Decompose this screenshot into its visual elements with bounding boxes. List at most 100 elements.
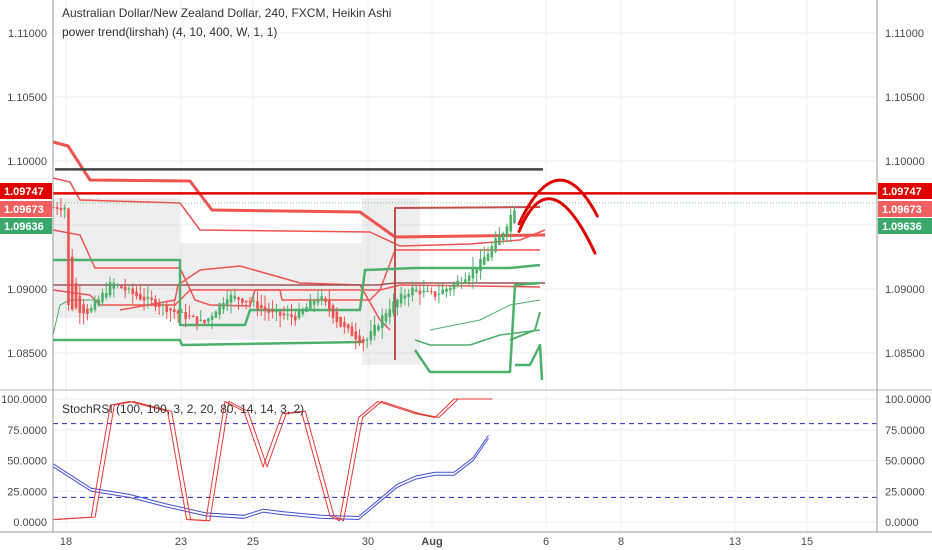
stoch-d-line	[52, 398, 489, 522]
candle-body	[433, 291, 437, 297]
candle-body	[407, 293, 410, 298]
time-tick: 6	[543, 536, 549, 548]
time-tick: Aug	[421, 536, 442, 548]
osc-tick-left: 100.0000	[1, 394, 47, 406]
price-axis[interactable]: 1.11000 1.11000 1.10500 1.10500 1.10000 1.100…	[0, 28, 932, 360]
time-axis[interactable]: 18 23 25 30 Aug 6 8 13 15	[60, 536, 813, 548]
osc-tick-left: 75.0000	[7, 425, 47, 437]
price-badge-bg	[0, 218, 52, 234]
candle-body	[350, 326, 354, 337]
candle-body	[505, 226, 509, 237]
candle-body	[316, 298, 320, 303]
trend-line-11	[429, 299, 541, 331]
stoch-d-line-2	[56, 398, 493, 522]
trend-line-14	[52, 299, 100, 336]
candle-body	[275, 311, 278, 313]
candle-body	[452, 283, 456, 290]
candle-body	[233, 295, 237, 299]
trend-line-0	[52, 140, 546, 239]
time-tick: 15	[801, 536, 813, 548]
price-badge-left: 1.09636	[4, 221, 44, 233]
candle-body	[154, 298, 157, 308]
candle-body	[282, 313, 286, 316]
price-badge-right: 1.09747	[882, 186, 922, 198]
candle-body	[271, 310, 274, 313]
candle-body	[241, 298, 244, 303]
osc-tick-right: 0.0000	[885, 517, 919, 529]
indicator-legend[interactable]: power trend(lirshah) (4, 10, 400, W, 1, …	[62, 25, 277, 39]
candle-body	[112, 282, 116, 289]
candle-body	[509, 214, 513, 232]
time-tick: 13	[729, 536, 741, 548]
trend-line-6	[53, 282, 545, 286]
candle-body	[176, 310, 180, 314]
candle-body	[358, 335, 361, 343]
candle-body	[256, 301, 259, 309]
candle-body	[131, 288, 135, 295]
candle-body	[490, 245, 494, 258]
candle-body	[399, 293, 403, 304]
time-tick: 8	[618, 536, 624, 548]
candle-body	[335, 311, 339, 323]
osc-tick-right: 100.0000	[885, 394, 931, 406]
trend-line-7	[53, 258, 541, 327]
stochrsi-pane	[52, 398, 877, 522]
price-tick-right: 1.09000	[885, 284, 925, 296]
candle-body	[207, 318, 210, 322]
candle-body	[70, 256, 74, 310]
candle-body	[293, 315, 297, 321]
candle-body	[286, 314, 290, 316]
candle-body	[225, 299, 229, 306]
candle-body	[464, 279, 467, 284]
price-tick-right: 1.10000	[885, 156, 925, 168]
candle-body	[369, 330, 373, 341]
candle-body	[142, 296, 146, 301]
candle-body	[218, 303, 221, 315]
candle-body	[222, 302, 225, 310]
candle-body	[513, 210, 516, 224]
price-tick-right: 1.11000	[885, 28, 924, 40]
candle-body	[195, 316, 199, 325]
heikin-ashi-candles	[52, 197, 516, 352]
osc-tick-right: 25.0000	[885, 486, 925, 498]
candle-body	[339, 316, 342, 327]
candle-body	[346, 324, 350, 329]
candle-body	[305, 306, 308, 312]
candle-body	[267, 308, 271, 313]
candle-body	[301, 309, 305, 315]
osc-tick-left: 0.0000	[13, 517, 47, 529]
oscillator-axis[interactable]: 100.0000 100.0000 75.0000 75.0000 50.0000 50.…	[1, 394, 931, 529]
candle-body	[237, 297, 240, 300]
candle-body	[67, 208, 70, 306]
time-tick: 18	[60, 536, 72, 548]
candle-body	[426, 290, 429, 292]
candle-body	[460, 282, 463, 284]
stoch-k-line	[52, 438, 489, 521]
candle-body	[396, 299, 399, 308]
candle-body	[290, 314, 293, 318]
candle-body	[441, 289, 444, 294]
candle-body	[403, 295, 407, 299]
candle-body	[150, 297, 153, 300]
shaded-bands	[53, 198, 420, 365]
candle-body	[312, 300, 316, 305]
stochrsi-legend[interactable]: StochRSI (100, 100, 3, 2, 20, 80, 14, 14…	[62, 402, 304, 416]
candle-body	[354, 331, 358, 340]
osc-tick-left: 25.0000	[7, 486, 47, 498]
candle-body	[392, 301, 395, 314]
candle-body	[214, 311, 218, 318]
candle-body	[180, 311, 184, 313]
candle-body	[430, 291, 433, 293]
candle-body	[108, 282, 112, 296]
candle-body	[297, 310, 301, 319]
candle-body	[467, 275, 471, 282]
candle-body	[188, 315, 191, 317]
trend-line-5	[394, 206, 541, 360]
price-levels	[53, 168, 877, 204]
price-badge-bg	[878, 201, 932, 217]
trend-line-8	[53, 338, 364, 347]
osc-tick-right: 50.0000	[885, 456, 925, 468]
candle-body	[252, 300, 255, 302]
osc-tick-right: 75.0000	[885, 425, 925, 437]
